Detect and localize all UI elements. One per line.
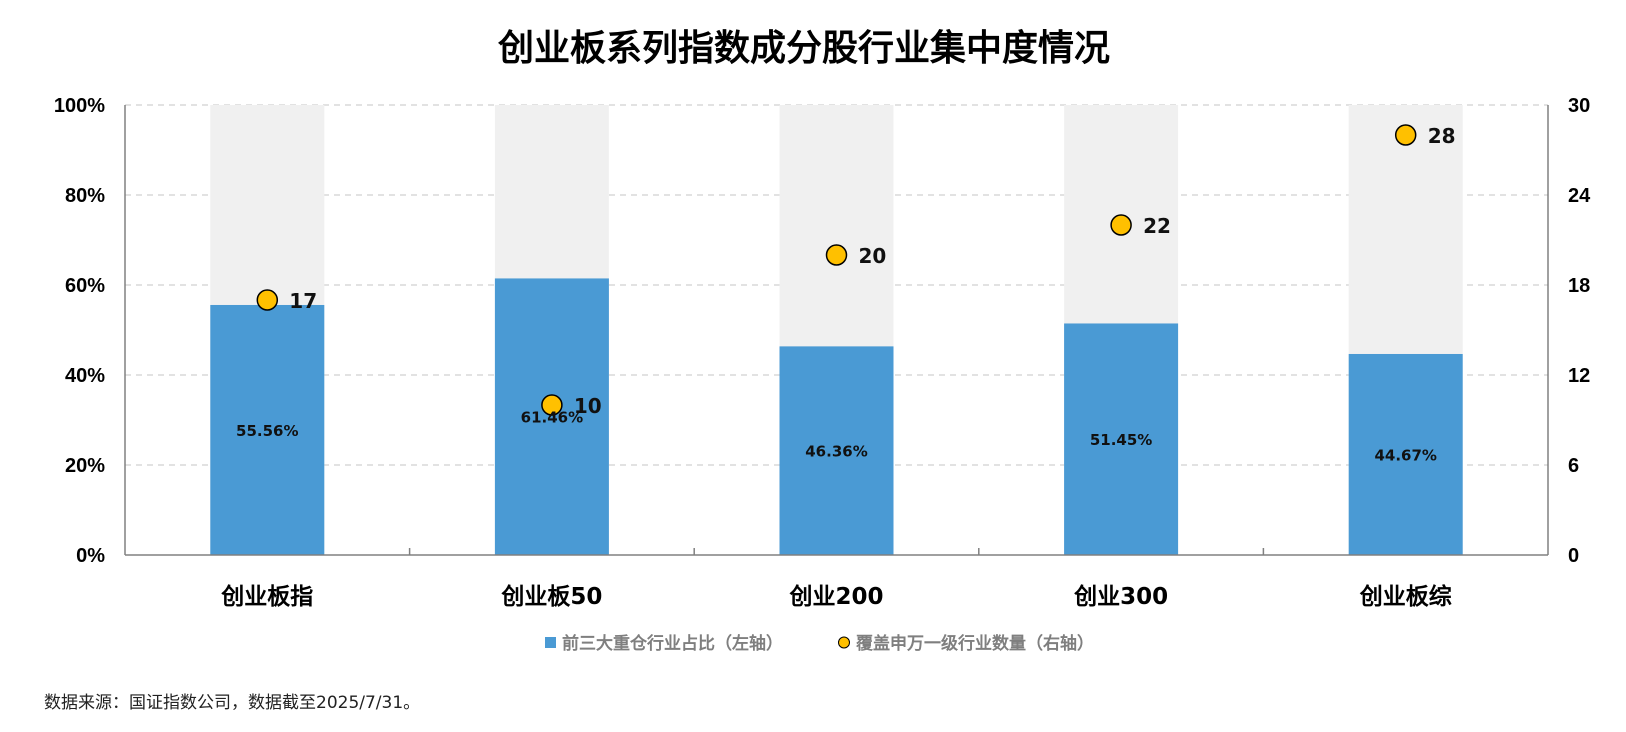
bar bbox=[1064, 323, 1179, 555]
marker-point bbox=[256, 289, 279, 311]
source-note: 数据来源：国证指数公司，数据截至2025/7/31。 bbox=[44, 693, 420, 713]
marker-value-label: 28 bbox=[1428, 124, 1456, 148]
y-right-tick-label: 12 bbox=[1568, 365, 1590, 387]
y-left-tick-label: 100% bbox=[54, 95, 105, 117]
y-left-tick-label: 20% bbox=[65, 455, 105, 477]
y-right-tick-label: 18 bbox=[1568, 275, 1590, 297]
bar bbox=[494, 278, 609, 555]
bar-value-label: 46.36% bbox=[805, 443, 867, 461]
axes: 0% 0 20% 6 40% 12 60% 18 80% 24 100% 30 创业板指 创业板50 创业2… bbox=[54, 95, 1591, 610]
y-right-tick-label: 30 bbox=[1568, 95, 1590, 117]
legend-marker-label: 覆盖申万一级行业数量（右轴） bbox=[856, 633, 1094, 654]
y-left-tick-label: 0% bbox=[76, 545, 105, 567]
bar-value-label: 51.45% bbox=[1090, 431, 1152, 449]
legend-bar-swatch bbox=[545, 637, 556, 648]
marker-value-label: 10 bbox=[574, 394, 602, 418]
marker-point bbox=[825, 244, 848, 266]
bar-value-label: 55.56% bbox=[236, 422, 298, 440]
y-left-tick-label: 40% bbox=[65, 365, 105, 387]
y-right-tick-label: 24 bbox=[1568, 185, 1591, 207]
y-right-tick-label: 6 bbox=[1568, 455, 1579, 477]
y-left-tick-label: 60% bbox=[65, 275, 105, 297]
marker-point bbox=[1110, 214, 1132, 236]
legend-marker-swatch bbox=[838, 636, 850, 649]
bar bbox=[210, 304, 325, 555]
bar bbox=[779, 346, 894, 555]
marker-value-label: 22 bbox=[1143, 214, 1171, 238]
marker-value-label: 20 bbox=[859, 244, 887, 268]
bar-value-label: 44.67% bbox=[1374, 446, 1436, 464]
bar-series bbox=[210, 278, 1463, 555]
x-category-label: 创业300 bbox=[1073, 584, 1168, 610]
y-right-tick-label: 0 bbox=[1568, 545, 1579, 567]
x-category-label: 创业板50 bbox=[500, 584, 602, 610]
bar bbox=[1348, 353, 1463, 555]
legend: 前三大重仓行业占比（左轴） 覆盖申万一级行业数量（右轴） bbox=[545, 633, 1094, 654]
chart-title: 创业板系列指数成分股行业集中度情况 bbox=[498, 28, 1110, 69]
marker-series bbox=[256, 124, 1417, 416]
x-category-label: 创业200 bbox=[788, 584, 883, 610]
x-category-label: 创业板指 bbox=[220, 584, 313, 610]
marker-point bbox=[1394, 124, 1417, 146]
bar-value-label: 61.46% bbox=[521, 409, 583, 427]
legend-bar-label: 前三大重仓行业占比（左轴） bbox=[562, 633, 783, 654]
x-category-label: 创业板综 bbox=[1359, 583, 1452, 610]
marker-point bbox=[541, 394, 563, 416]
y-left-tick-label: 80% bbox=[65, 185, 105, 207]
marker-value-label: 17 bbox=[289, 289, 317, 313]
data-labels: 55.56% 61.46% 46.36% 51.45% 44.67% 17 10 20 22 28 bbox=[236, 124, 1455, 464]
